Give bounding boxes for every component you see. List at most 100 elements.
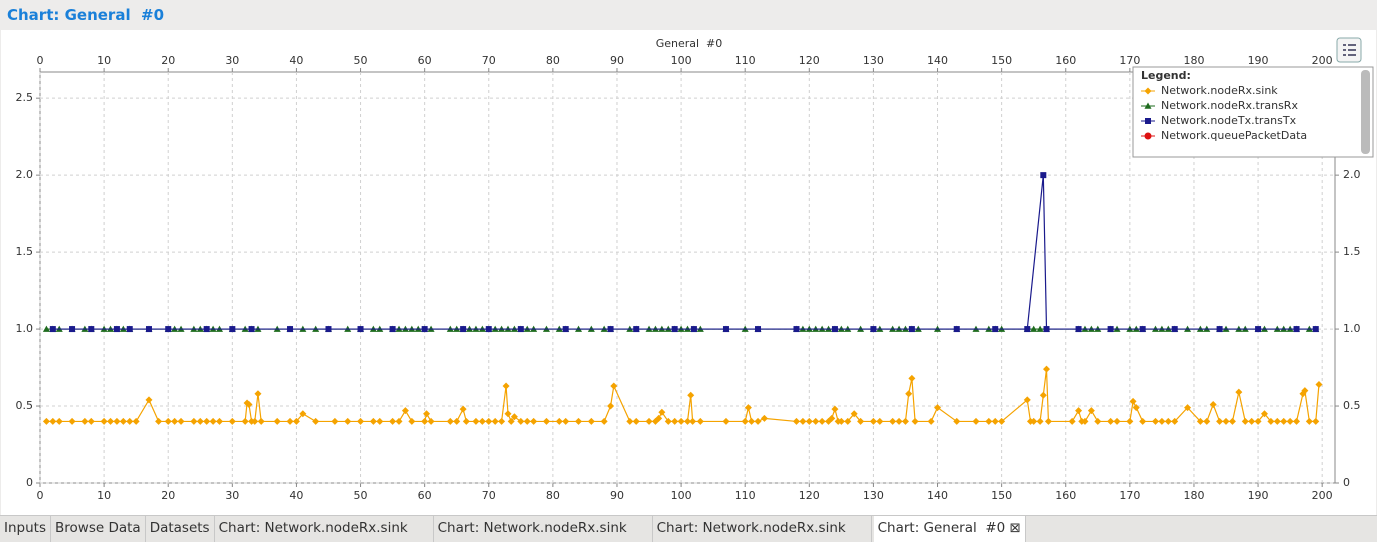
marker: [100, 417, 108, 425]
x-tick-label: 180: [1183, 54, 1204, 67]
marker: [744, 404, 752, 412]
marker: [1030, 325, 1038, 332]
marker: [389, 417, 397, 425]
marker: [905, 390, 913, 398]
y-tick-label: 2.5: [16, 91, 34, 104]
x-tick-label: 120: [799, 54, 820, 67]
marker: [517, 326, 524, 333]
y2-tick-label: 1.0: [1343, 322, 1361, 335]
marker: [1094, 417, 1102, 425]
marker: [177, 417, 185, 425]
marker: [1113, 417, 1121, 425]
tab-bar: Inputs Browse Data Datasets Chart: Network.…: [0, 515, 1377, 542]
marker: [755, 326, 762, 333]
marker: [286, 417, 294, 425]
marker: [1312, 417, 1320, 425]
marker: [1139, 417, 1147, 425]
tab[interactable]: Chart: General #0 ⊠: [873, 516, 1026, 542]
tab[interactable]: Chart: Network.nodeRx.sink: [434, 516, 653, 542]
x-tick-label: 70: [482, 489, 496, 502]
legend-label: Network.queuePacketData: [1161, 129, 1307, 142]
tab[interactable]: Chart: Network.nodeRx.sink: [215, 516, 434, 542]
marker: [1293, 326, 1300, 333]
scrollbar[interactable]: [1361, 70, 1370, 154]
marker: [1171, 326, 1178, 333]
marker: [562, 417, 570, 425]
close-icon[interactable]: ⊠: [1005, 520, 1021, 536]
marker: [748, 417, 756, 425]
marker: [844, 417, 852, 425]
marker: [119, 417, 127, 425]
tab[interactable]: Chart: Network.nodeRx.sink: [653, 516, 872, 542]
marker: [113, 326, 120, 333]
marker: [658, 408, 666, 416]
marker: [972, 417, 980, 425]
marker: [1228, 417, 1236, 425]
marker: [81, 417, 89, 425]
marker: [312, 417, 320, 425]
marker: [953, 326, 960, 333]
tab[interactable]: Inputs: [0, 516, 51, 542]
marker: [1139, 326, 1146, 333]
marker: [1184, 404, 1192, 412]
marker: [1305, 417, 1313, 425]
x-tick-label: 90: [610, 489, 624, 502]
marker: [1145, 118, 1151, 124]
marker: [1209, 400, 1217, 408]
marker: [1164, 417, 1172, 425]
marker: [1129, 397, 1137, 405]
marker: [292, 417, 300, 425]
marker: [610, 382, 618, 390]
marker: [530, 417, 538, 425]
marker: [587, 417, 595, 425]
x-tick-label: 10: [97, 489, 111, 502]
marker: [1107, 326, 1114, 333]
marker: [462, 417, 470, 425]
marker: [760, 414, 768, 422]
marker: [799, 417, 807, 425]
marker: [517, 417, 525, 425]
marker: [934, 404, 942, 412]
marker: [869, 417, 877, 425]
marker: [741, 417, 749, 425]
marker: [722, 326, 729, 333]
tab[interactable]: Browse Data: [51, 516, 146, 542]
x-tick-label: 150: [991, 489, 1012, 502]
marker: [1196, 417, 1204, 425]
marker: [927, 417, 935, 425]
legend-label: Network.nodeRx.transRx: [1161, 99, 1298, 112]
x-tick-label: 190: [1248, 489, 1269, 502]
marker: [510, 413, 518, 421]
marker: [331, 417, 339, 425]
marker: [49, 417, 57, 425]
y2-tick-label: 0.5: [1343, 399, 1361, 412]
marker: [248, 326, 255, 333]
marker: [889, 417, 897, 425]
legend-title: Legend:: [1141, 69, 1191, 82]
marker: [460, 326, 467, 333]
marker: [837, 417, 845, 425]
marker: [671, 417, 679, 425]
marker: [562, 326, 569, 333]
marker: [1260, 410, 1268, 418]
marker: [655, 414, 663, 422]
marker: [1241, 417, 1249, 425]
marker: [1235, 388, 1243, 396]
y2-tick-label: 2.0: [1343, 168, 1361, 181]
marker: [209, 417, 217, 425]
marker: [908, 374, 916, 382]
x-tick-label: 80: [546, 489, 560, 502]
y-tick-label: 1.5: [16, 245, 34, 258]
x-tick-label: 140: [927, 54, 948, 67]
marker: [696, 417, 704, 425]
x-tick-label: 40: [289, 54, 303, 67]
x-tick-label: 10: [97, 54, 111, 67]
marker: [1312, 326, 1319, 333]
marker: [805, 417, 813, 425]
marker: [491, 417, 499, 425]
tab[interactable]: Datasets: [146, 516, 215, 542]
marker: [684, 417, 691, 425]
marker: [1158, 417, 1166, 425]
marker: [1075, 326, 1082, 333]
marker: [1216, 326, 1223, 333]
